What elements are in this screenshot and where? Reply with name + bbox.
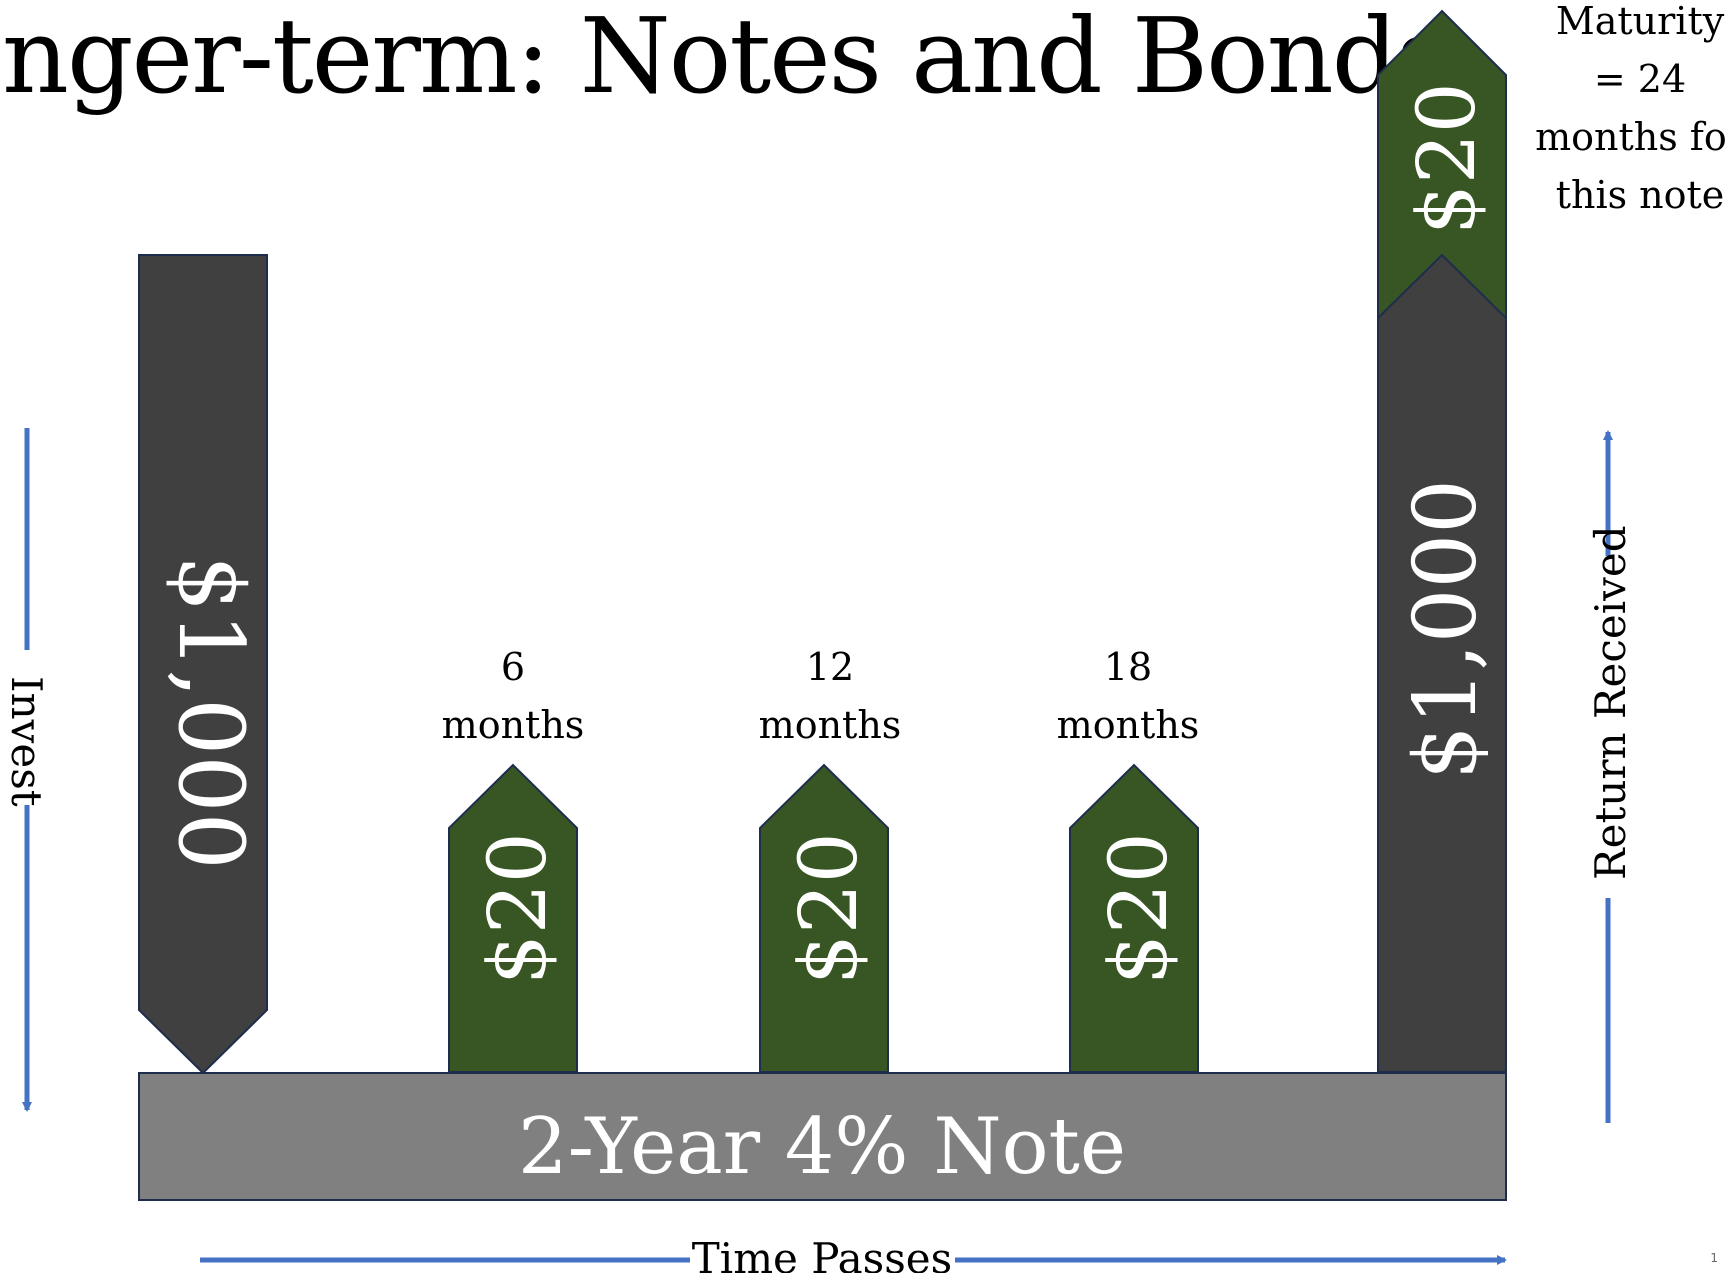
- coupon-period-number: 18: [1104, 645, 1152, 689]
- maturity-coupon-amount: $20: [1400, 82, 1493, 235]
- maturity-payment: $20 $1,000: [1377, 9, 1507, 1073]
- maturity-caption: Maturity = 24 months for this note: [1535, 0, 1725, 217]
- note-bar: [138, 1072, 1507, 1201]
- maturity-caption-line: = 24: [1594, 57, 1686, 101]
- coupon-amount: $20: [782, 832, 875, 985]
- maturity-caption-line: Maturity: [1556, 0, 1725, 43]
- invest-amount: $1,000: [158, 555, 263, 870]
- coupon-amount: $20: [1092, 832, 1185, 985]
- maturity-caption-line: this note: [1556, 173, 1725, 217]
- coupon-18-months: $20 18 months: [1057, 645, 1200, 1073]
- invest-arrow-shape: [138, 254, 268, 1075]
- invest-axis-label: Invest: [2, 676, 51, 807]
- coupon-period-unit: months: [1057, 703, 1200, 747]
- coupon-period-unit: months: [759, 703, 902, 747]
- page-number: 1: [1710, 1251, 1718, 1265]
- coupon-6-months: $20 6 months: [442, 645, 585, 1073]
- coupon-period-number: 12: [806, 645, 854, 689]
- return-axis-label: Return Received: [1586, 525, 1635, 880]
- coupon-period-unit: months: [442, 703, 585, 747]
- coupon-12-months: $20 12 months: [759, 645, 902, 1073]
- coupon-amount: $20: [471, 832, 564, 985]
- time-axis-label: Time Passes: [692, 1234, 952, 1273]
- coupon-period-number: 6: [501, 645, 525, 689]
- maturity-caption-line: months for: [1535, 115, 1725, 159]
- note-label: 2-Year 4% Note: [518, 1102, 1126, 1192]
- page-title: nger-term: Notes and Bonds: [2, 0, 1448, 117]
- maturity-principal-amount: $1,000: [1396, 479, 1496, 780]
